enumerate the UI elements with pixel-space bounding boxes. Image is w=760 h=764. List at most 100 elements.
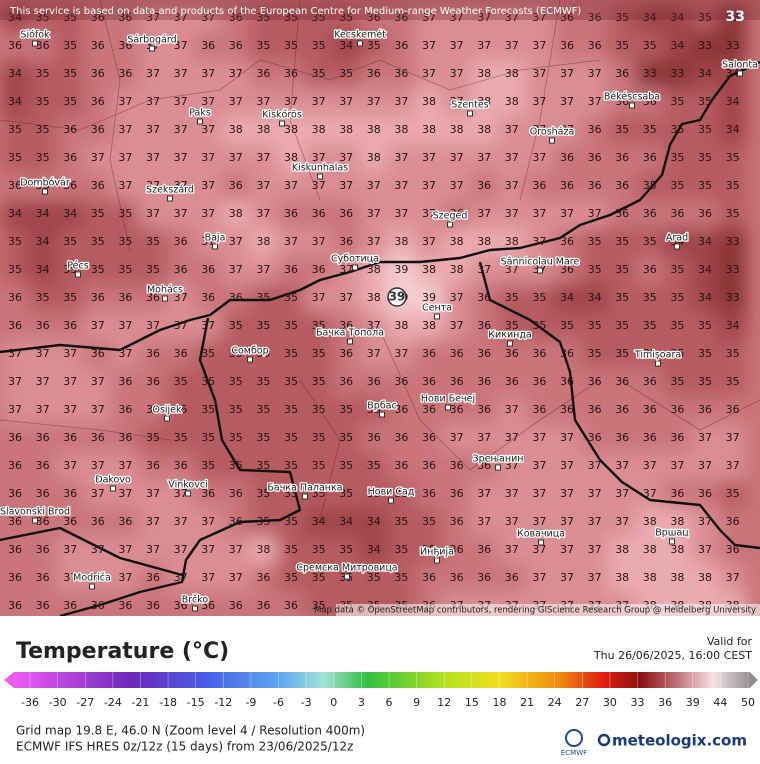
temp-value: 35 xyxy=(367,403,381,416)
temp-value: 37 xyxy=(256,207,270,220)
temp-value: 36 xyxy=(560,151,574,164)
temp-value: 36 xyxy=(118,403,132,416)
temp-value: 36 xyxy=(91,347,105,360)
temp-cell xyxy=(663,284,692,312)
temp-value: 34 xyxy=(63,207,77,220)
temp-cell xyxy=(718,200,747,228)
temp-cell xyxy=(304,116,333,144)
temp-cell xyxy=(221,592,250,616)
colorbar-tick-label: -3 xyxy=(301,696,312,709)
temp-value: 35 xyxy=(201,431,215,444)
temp-cell xyxy=(221,88,250,116)
temp-value: 35 xyxy=(339,459,353,472)
temp-value: 35 xyxy=(312,459,326,472)
temp-cell xyxy=(249,592,278,616)
temp-value: 33 xyxy=(726,39,740,52)
city-label: Osijek xyxy=(152,405,182,416)
temp-cell xyxy=(525,480,554,508)
temp-value: 36 xyxy=(36,487,50,500)
temp-value: 36 xyxy=(477,375,491,388)
temp-value: 37 xyxy=(560,207,574,220)
temp-cell xyxy=(608,368,637,396)
temp-cell xyxy=(56,228,85,256)
city-marker xyxy=(197,118,203,125)
temp-cell xyxy=(56,508,85,536)
temp-value: 35 xyxy=(118,263,132,276)
temp-cell xyxy=(83,144,112,172)
temp-cell xyxy=(332,396,361,424)
temp-value: 35 xyxy=(284,571,298,584)
temp-value: 37 xyxy=(615,515,629,528)
temp-cell xyxy=(304,592,333,616)
temp-cell xyxy=(663,424,692,452)
temp-value: 37 xyxy=(91,375,105,388)
temp-cell xyxy=(553,116,581,144)
temp-cell xyxy=(442,256,471,284)
temp-cell xyxy=(1,312,29,340)
temp-value: 37 xyxy=(450,431,464,444)
temp-value: 36 xyxy=(339,319,353,332)
temp-cell xyxy=(166,564,195,592)
city-marker xyxy=(537,267,543,274)
colorbar-tick-label: 15 xyxy=(465,696,479,709)
temp-value: 36 xyxy=(91,179,105,192)
temp-cell xyxy=(525,144,554,172)
temp-value: 35 xyxy=(284,487,298,500)
temp-value: 36 xyxy=(450,347,464,360)
temp-cell xyxy=(718,312,747,340)
temp-value: 35 xyxy=(91,235,105,248)
temp-value: 34 xyxy=(670,11,684,24)
temp-value: 37 xyxy=(284,179,298,192)
temp-cell xyxy=(304,4,333,32)
temp-value: 36 xyxy=(36,459,50,472)
temp-value: 35 xyxy=(284,543,298,556)
temp-value: 36 xyxy=(63,319,77,332)
temp-value: 38 xyxy=(670,515,684,528)
temp-cell xyxy=(1,480,29,508)
temp-value: 36 xyxy=(229,291,243,304)
colorbar-tick-label: -18 xyxy=(159,696,177,709)
temp-cell xyxy=(553,536,581,564)
temp-cell xyxy=(221,452,250,480)
temp-value: 35 xyxy=(118,207,132,220)
temp-cell xyxy=(553,396,581,424)
temp-cell xyxy=(166,144,195,172)
temp-cell xyxy=(580,312,609,340)
city-label: Kiskőrös xyxy=(262,110,302,121)
temp-cell xyxy=(663,536,692,564)
temp-value: 35 xyxy=(312,39,326,52)
temp-value: 35 xyxy=(670,291,684,304)
temp-value: 37 xyxy=(698,543,712,556)
temp-value: 37 xyxy=(118,95,132,108)
temp-cell xyxy=(221,480,250,508)
temp-cell xyxy=(387,536,416,564)
temp-value: 38 xyxy=(394,123,408,136)
temp-cell xyxy=(608,340,637,368)
temp-cell xyxy=(359,396,388,424)
temp-value: 36 xyxy=(422,487,436,500)
temperature-values: 34 35 35 36 36 37 37 37 36 35 35 35 35 36 36 37 37 37 37 37… xyxy=(8,11,740,612)
city-label: Врбас xyxy=(367,401,396,412)
temp-cell xyxy=(580,564,609,592)
temp-cell xyxy=(221,200,250,228)
temp-value: 36 xyxy=(422,375,436,388)
temp-value: 36 xyxy=(8,291,22,304)
temp-value: 36 xyxy=(560,39,574,52)
temp-cell xyxy=(221,256,250,284)
temp-cell xyxy=(387,172,416,200)
temp-value: 37 xyxy=(450,67,464,80)
brand[interactable]: meteologix.com xyxy=(612,732,747,750)
temp-value: 37 xyxy=(229,571,243,584)
temp-value: 36 xyxy=(146,599,160,612)
temp-cell xyxy=(497,564,526,592)
temp-cell xyxy=(1,200,29,228)
temp-value: 36 xyxy=(174,263,188,276)
temp-cell xyxy=(691,564,719,592)
temp-cell xyxy=(221,536,250,564)
temp-value: 37 xyxy=(560,67,574,80)
temp-cell xyxy=(580,452,609,480)
temp-value: 36 xyxy=(560,263,574,276)
temp-cell xyxy=(56,368,85,396)
temp-value: 36 xyxy=(229,179,243,192)
temp-cell xyxy=(359,284,388,312)
